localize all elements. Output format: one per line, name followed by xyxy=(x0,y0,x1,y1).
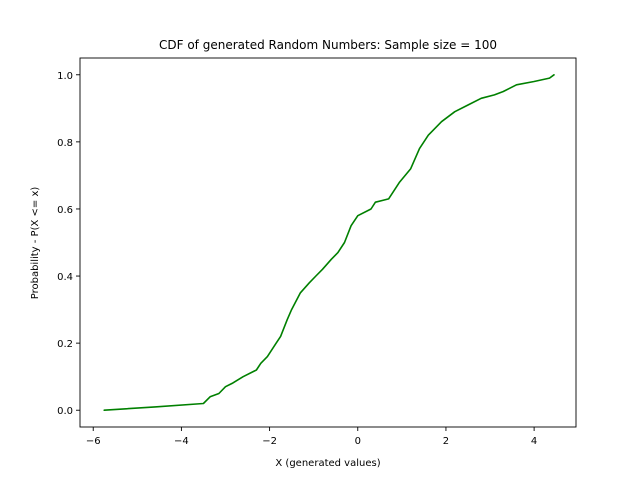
chart-title: CDF of generated Random Numbers: Sample … xyxy=(159,38,497,52)
x-tick-label: 4 xyxy=(531,436,537,447)
x-axis-label: X (generated values) xyxy=(275,458,380,469)
plot-layer xyxy=(80,58,576,427)
x-tick-label: −4 xyxy=(174,436,189,447)
y-tick-label: 0.0 xyxy=(57,406,73,417)
y-tick-label: 0.4 xyxy=(57,272,73,283)
y-tick-label: 1.0 xyxy=(57,71,73,82)
y-tick-label: 0.6 xyxy=(57,205,73,216)
x-tick-label: −2 xyxy=(262,436,277,447)
plot-frame xyxy=(79,57,577,428)
x-tick-label: 0 xyxy=(355,436,361,447)
y-tick-label: 0.8 xyxy=(57,138,73,149)
x-tick-label: 2 xyxy=(443,436,449,447)
x-tick-label: −6 xyxy=(86,436,101,447)
y-tick-label: 0.2 xyxy=(57,339,73,350)
cdf-series-line-0 xyxy=(103,74,555,412)
axes-layer: −6 −4 −2 0 2 4 0.0 0.2 0.4 0.6 0.8 1.0 xyxy=(57,57,577,447)
plot-area xyxy=(80,58,576,427)
y-axis-label: Probability - P(X <= x) xyxy=(30,187,41,300)
